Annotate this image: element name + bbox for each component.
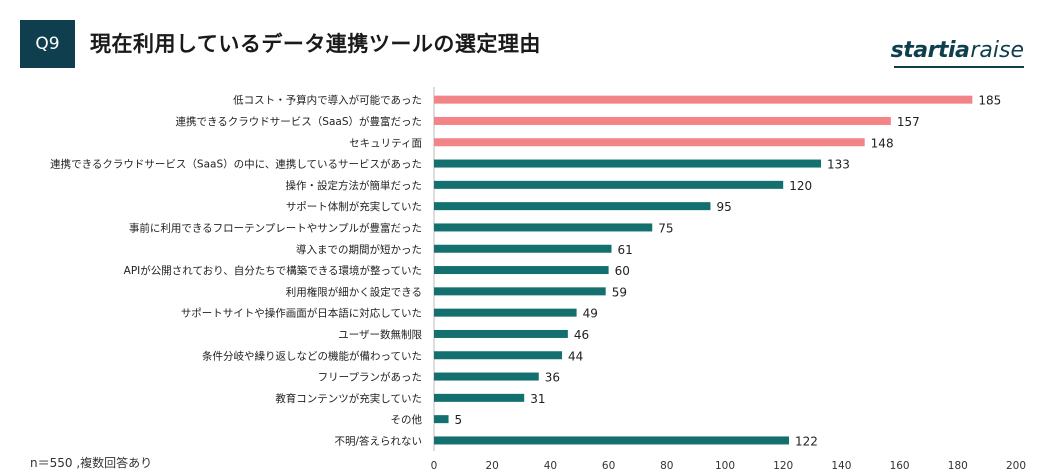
bar [434,266,609,275]
x-tick-label: 80 [660,460,673,472]
data-label: 148 [871,136,894,150]
category-label: 連携できるクラウドサービス（SaaS）の中に、連携しているサービスがあった [50,158,422,171]
data-label: 120 [789,179,812,193]
category-label: 利用権限が細かく設定できる [286,285,422,298]
data-label: 157 [897,115,920,129]
x-tick-label: 160 [890,460,910,472]
data-label: 75 [658,221,673,235]
bar [434,202,711,211]
bar [434,436,790,445]
data-label: 95 [716,200,731,214]
data-label: 46 [574,328,589,342]
logo-text-light: raise [970,38,1024,63]
x-tick-label: 100 [715,460,735,472]
bar [434,393,525,402]
category-label: 連携できるクラウドサービス（SaaS）が豊富だった [176,115,423,128]
x-tick-label: 20 [486,460,499,472]
category-label: 条件分岐や繰り返しなどの機能が備わっていた [202,349,422,362]
data-label: 60 [615,264,630,278]
bar [434,95,973,104]
category-label: 教育コンテンツが充実していた [275,392,422,405]
data-label: 44 [568,349,583,363]
category-label: セキュリティ面 [349,137,422,149]
logo-underline [894,66,1024,68]
bar [434,180,784,189]
bar [434,372,539,381]
x-tick-label: 60 [602,460,615,472]
bar [434,116,891,125]
data-label: 49 [583,307,598,321]
data-label: 185 [978,94,1001,108]
category-label: 事前に利用できるフローテンプレートやサンプルが豊富だった [129,221,422,234]
category-label: サポート体制が充実していた [286,200,422,213]
x-tick-label: 0 [431,460,438,472]
bar [434,138,865,147]
bar [434,329,568,338]
category-label: フリープランがあった [318,371,422,384]
category-label: ユーザー数無制限 [338,328,422,341]
category-label: 操作・設定方法が簡単だった [286,179,423,192]
category-label: 不明/答えられない [334,434,422,447]
category-label: APIが公開されており、自分たちで構築できる環境が整っていた [124,264,422,277]
bar [434,223,653,232]
data-label: 122 [795,434,818,448]
bar [434,287,606,296]
x-tick-label: 40 [544,460,557,472]
data-label: 61 [618,243,633,257]
category-label: サポートサイトや操作画面が日本語に対応していた [181,307,422,320]
data-label: 5 [455,413,463,427]
bar [434,351,563,360]
bar [434,159,822,168]
category-label: 低コスト・予算内で導入が可能であった [233,94,422,107]
x-tick-label: 140 [831,460,851,472]
sample-size-note: n＝550 ,複数回答あり [30,456,153,470]
x-tick-label: 120 [773,460,793,472]
bar [434,415,449,424]
data-label: 36 [545,371,560,385]
logo-text-bold: startia [890,38,970,63]
data-label: 133 [827,158,850,172]
data-label: 31 [530,392,545,406]
bar [434,308,577,317]
data-label: 59 [612,285,627,299]
question-badge: Q9 [20,20,75,68]
x-tick-label: 200 [1006,460,1026,472]
brand-logo: startia raise [891,38,1024,63]
category-label: その他 [391,413,423,426]
category-label: 導入までの期間が短かった [296,243,422,256]
bar [434,244,612,253]
page-title: 現在利用しているデータ連携ツールの選定理由 [90,32,541,56]
x-tick-label: 180 [948,460,968,472]
